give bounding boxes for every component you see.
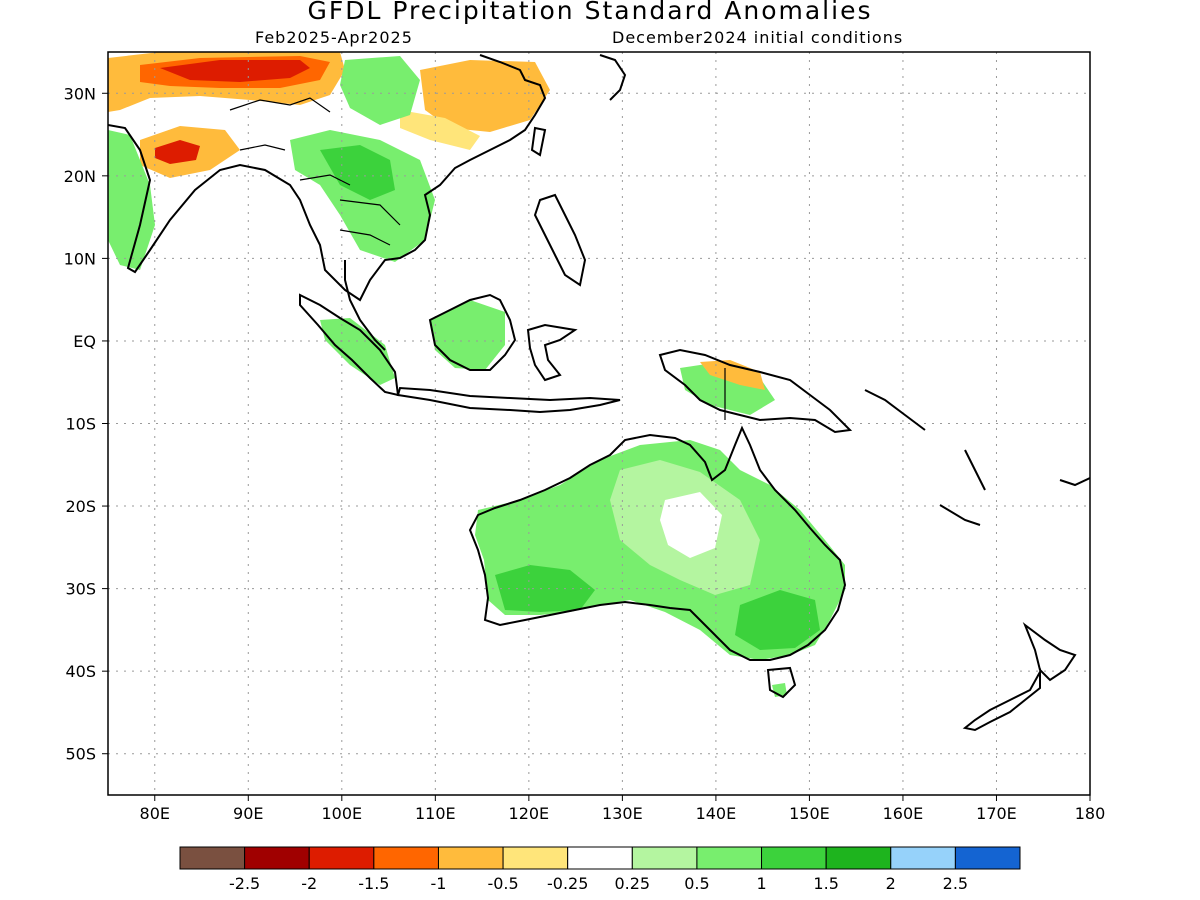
latitude-label: 10N bbox=[64, 249, 96, 268]
anomaly-very-dry-himalaya bbox=[160, 60, 310, 82]
coastline-java bbox=[396, 386, 621, 414]
legend-label: -2.5 bbox=[229, 874, 260, 893]
legend-label: -0.5 bbox=[487, 874, 518, 893]
coastline-new-zealand-south bbox=[962, 668, 1041, 732]
legend-swatch bbox=[696, 846, 763, 870]
legend-swatch bbox=[567, 846, 633, 870]
legend-swatch bbox=[890, 846, 956, 870]
longitude-label: 80E bbox=[140, 804, 170, 823]
anomaly-wet-sumatra bbox=[320, 318, 395, 385]
legend-swatch bbox=[631, 846, 698, 870]
longitude-label: 160E bbox=[883, 804, 924, 823]
legend-label: 1 bbox=[756, 874, 766, 893]
legend-label: 1.5 bbox=[813, 874, 838, 893]
anomaly-moderate-wet-west-australia bbox=[495, 565, 595, 612]
longitude-label: 100E bbox=[321, 804, 362, 823]
longitude-label: 150E bbox=[789, 804, 830, 823]
latitude-label: 30S bbox=[65, 580, 96, 599]
map-title: GFDL Precipitation Standard Anomalies bbox=[307, 0, 873, 25]
latitude-label: 50S bbox=[65, 745, 96, 764]
coastline-new-guinea bbox=[658, 348, 853, 434]
legend-swatch bbox=[373, 846, 439, 870]
anomaly-wet-borneo bbox=[430, 300, 505, 370]
coastline-japan bbox=[599, 54, 627, 101]
legend-label: -0.25 bbox=[547, 874, 588, 893]
coastline-sumatra bbox=[299, 293, 400, 397]
latitude-label: 40S bbox=[65, 662, 96, 681]
legend-label: -2 bbox=[301, 874, 317, 893]
coastline-sulawesi bbox=[526, 323, 578, 382]
anomaly-very-dry-central-india bbox=[155, 140, 200, 164]
legend-label: 0.5 bbox=[684, 874, 709, 893]
legend-label: 2 bbox=[886, 874, 896, 893]
coastline-solomon-islands bbox=[864, 389, 926, 431]
anomaly-wet-tibet bbox=[340, 56, 420, 125]
anomaly-moderate-wet-indochina bbox=[320, 145, 395, 200]
latitude-label: 20S bbox=[65, 497, 96, 516]
longitude-label: 180 bbox=[1075, 804, 1106, 823]
axis-tick-labels: 30N 20N 10N EQ 10S 20S 30S 40S 50S 80E 90E 100E 110E… bbox=[64, 84, 1106, 823]
longitude-label: 120E bbox=[509, 804, 550, 823]
latitude-label: EQ bbox=[73, 332, 96, 351]
legend-swatch bbox=[308, 846, 375, 870]
country-borders bbox=[229, 97, 726, 420]
coastline-new-zealand-north bbox=[1022, 622, 1077, 682]
anomaly-moderate-wet-southeast-australia bbox=[735, 590, 820, 650]
coastline-vanuatu-fiji bbox=[939, 449, 1090, 526]
coastline-taiwan bbox=[530, 126, 547, 157]
longitude-label: 170E bbox=[976, 804, 1017, 823]
latitude-label: 20N bbox=[64, 167, 96, 186]
legend-swatch bbox=[502, 846, 569, 870]
legend-swatch bbox=[761, 846, 827, 870]
anomaly-fields bbox=[108, 52, 845, 697]
coastline-australia bbox=[468, 425, 847, 661]
legend-swatch bbox=[179, 846, 246, 870]
anomaly-dry-east-china bbox=[420, 60, 550, 132]
legend-label: 0.25 bbox=[614, 874, 650, 893]
legend-swatch bbox=[244, 846, 310, 870]
anomaly-dry-new-guinea bbox=[700, 360, 765, 390]
legend-label: 2.5 bbox=[943, 874, 968, 893]
initial-conditions: December2024 initial conditions bbox=[612, 28, 904, 47]
legend-swatch bbox=[437, 846, 504, 870]
color-scale-legend: -2.5 -2 -1.5 -1 -0.5 -0.25 0.25 0.5 1 1.5 2 2.5 bbox=[179, 846, 1021, 893]
legend-swatch bbox=[954, 846, 1021, 870]
gridlines bbox=[108, 52, 1091, 795]
legend-swatch bbox=[825, 846, 892, 870]
forecast-period: Feb2025-Apr2025 bbox=[255, 28, 413, 47]
coastline-malay-peninsula bbox=[344, 260, 386, 351]
longitude-label: 110E bbox=[415, 804, 456, 823]
map-frame bbox=[107, 51, 1091, 796]
latitude-label: 10S bbox=[65, 415, 96, 434]
coastline-asia bbox=[108, 54, 547, 302]
legend-label: -1 bbox=[430, 874, 446, 893]
legend-label: -1.5 bbox=[358, 874, 389, 893]
anomaly-slight-dry-china bbox=[400, 110, 480, 150]
anomaly-neutral-inner-australia bbox=[660, 492, 722, 558]
longitude-label: 130E bbox=[602, 804, 643, 823]
anomaly-wet-west-india bbox=[108, 130, 155, 270]
coastline-tasmania bbox=[766, 666, 797, 699]
coastline-philippines bbox=[533, 193, 587, 287]
longitude-label: 140E bbox=[696, 804, 737, 823]
latitude-label: 30N bbox=[64, 84, 96, 103]
coastlines bbox=[108, 54, 1090, 732]
coastline-borneo bbox=[428, 293, 517, 371]
longitude-label: 90E bbox=[233, 804, 263, 823]
